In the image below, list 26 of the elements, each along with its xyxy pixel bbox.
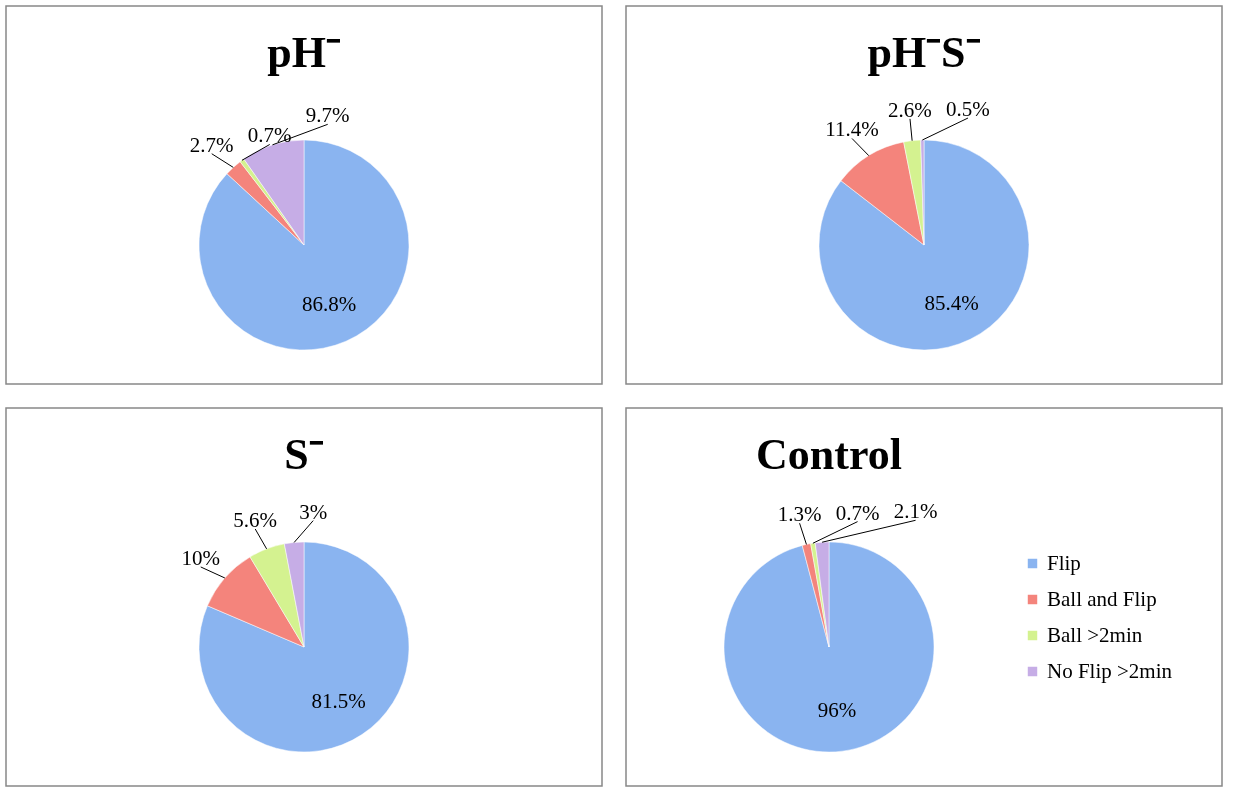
data-label: 96% bbox=[817, 698, 857, 723]
chart-title: Control bbox=[756, 430, 902, 479]
chart-title: pH⁻S⁻ bbox=[867, 28, 981, 77]
data-label: 81.5% bbox=[311, 688, 366, 713]
data-label: 0.7% bbox=[247, 123, 292, 148]
chart-title: pH⁻ bbox=[267, 28, 341, 77]
legend-label: Ball and Flip bbox=[1047, 586, 1157, 611]
data-label: 10% bbox=[181, 545, 220, 570]
data-label: 0.7% bbox=[835, 500, 880, 525]
legend-label: Flip bbox=[1047, 550, 1081, 575]
data-label: 11.4% bbox=[825, 117, 879, 142]
data-label: 3% bbox=[299, 499, 328, 524]
legend-label: No Flip >2min bbox=[1047, 658, 1173, 683]
data-label: 2.1% bbox=[893, 499, 938, 524]
data-label: 9.7% bbox=[305, 103, 350, 128]
data-label: 1.3% bbox=[777, 502, 822, 527]
data-label: 5.6% bbox=[233, 507, 278, 532]
chart-title: S⁻ bbox=[284, 430, 324, 479]
data-label: 85.4% bbox=[924, 290, 979, 315]
legend-label: Ball >2min bbox=[1047, 622, 1143, 647]
pie-slice bbox=[723, 541, 935, 753]
pie-slice bbox=[818, 139, 1030, 351]
data-label: 86.8% bbox=[302, 291, 357, 316]
data-label: 2.6% bbox=[888, 97, 932, 122]
data-label: 0.5% bbox=[946, 97, 990, 122]
data-label: 2.7% bbox=[189, 132, 234, 157]
